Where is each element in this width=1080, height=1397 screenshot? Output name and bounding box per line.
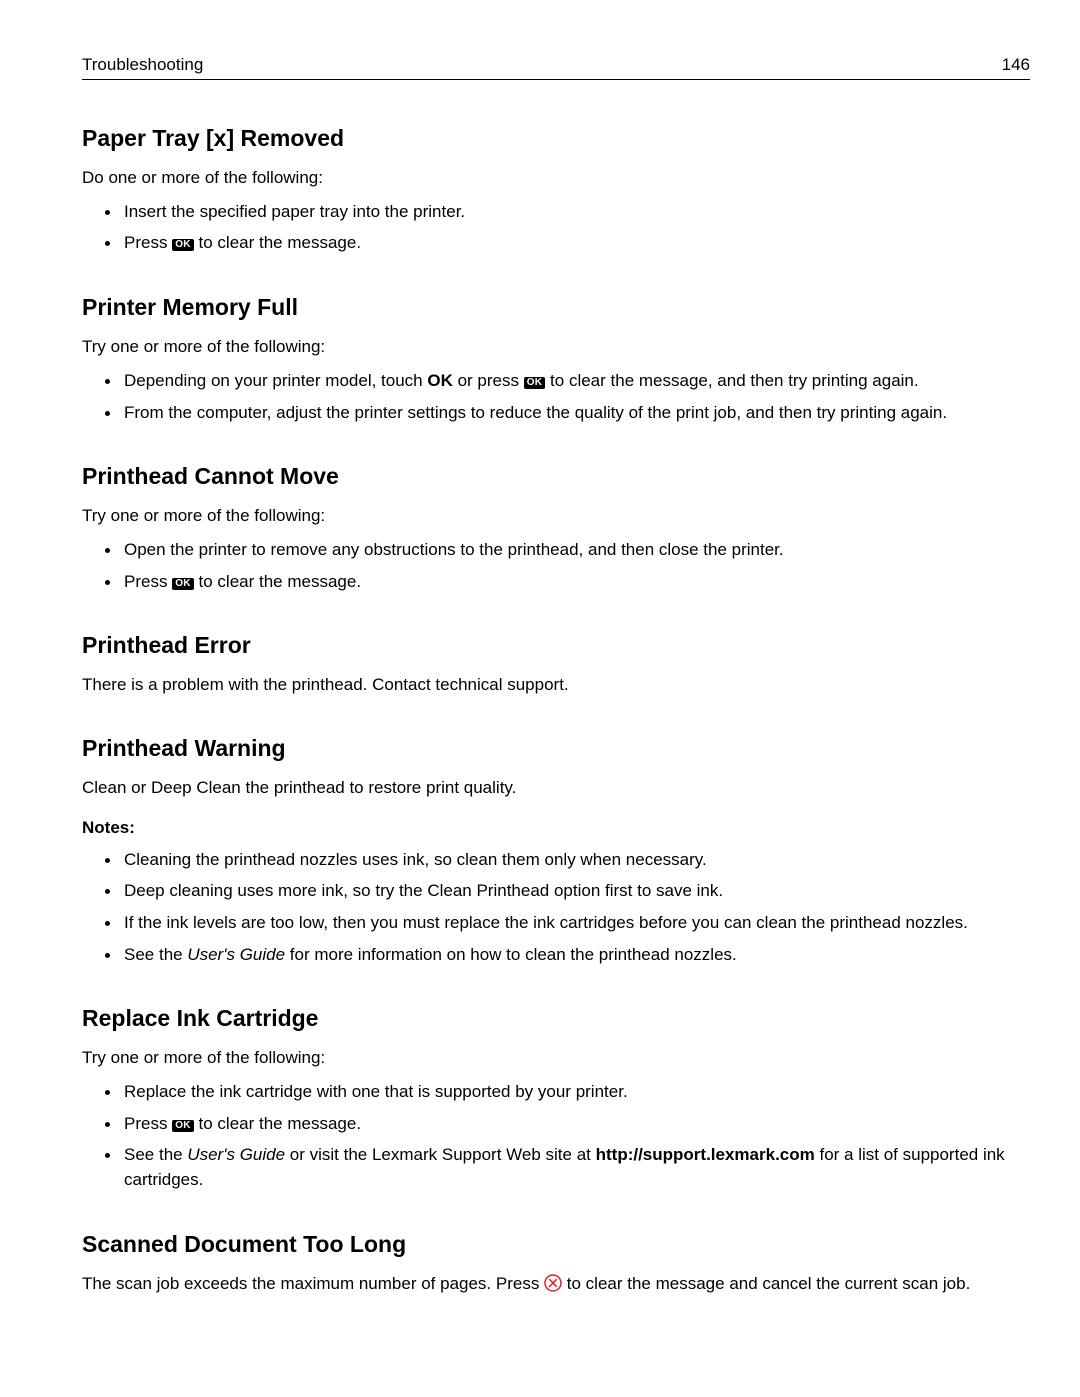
list-item: Open the printer to remove any obstructi…: [122, 536, 1030, 563]
text-fragment: for more information on how to clean the…: [285, 945, 737, 964]
ok-icon: OK: [172, 578, 194, 590]
text-fragment: Press: [124, 572, 172, 591]
text-fragment: to clear the message.: [194, 233, 361, 252]
text-fragment: See the: [124, 1145, 187, 1164]
heading-printhead-error: Printhead Error: [82, 632, 1030, 659]
list-printhead-warning-notes: Cleaning the printhead nozzles uses ink,…: [82, 846, 1030, 968]
heading-cannot-move: Printhead Cannot Move: [82, 463, 1030, 490]
list-item: Cleaning the printhead nozzles uses ink,…: [122, 846, 1030, 873]
list-item: Press OK to clear the message.: [122, 229, 1030, 256]
text-fragment: to clear the message and cancel the curr…: [562, 1274, 970, 1293]
text-fragment: Press: [124, 1114, 172, 1133]
ok-icon: OK: [172, 1120, 194, 1132]
text-fragment: Press: [124, 233, 172, 252]
text-fragment: or visit the Lexmark Support Web site at: [285, 1145, 596, 1164]
text-fragment: or press: [453, 371, 524, 390]
document-page: Troubleshooting 146 Paper Tray [x] Remov…: [0, 0, 1080, 1367]
text-italic: User's Guide: [187, 1145, 285, 1164]
header-section: Troubleshooting: [82, 55, 203, 75]
list-cannot-move: Open the printer to remove any obstructi…: [82, 536, 1030, 594]
text-fragment: to clear the message.: [194, 1114, 361, 1133]
lead-printhead-error: There is a problem with the printhead. C…: [82, 673, 1030, 697]
text-bold-url: http://support.lexmark.com: [596, 1145, 815, 1164]
lead-replace-ink: Try one or more of the following:: [82, 1046, 1030, 1070]
heading-printhead-warning: Printhead Warning: [82, 735, 1030, 762]
text-fragment: Depending on your printer model, touch: [124, 371, 427, 390]
lead-memory-full: Try one or more of the following:: [82, 335, 1030, 359]
text-italic: User's Guide: [187, 945, 285, 964]
lead-paper-tray: Do one or more of the following:: [82, 166, 1030, 190]
cancel-icon: [544, 1274, 562, 1299]
lead-printhead-warning: Clean or Deep Clean the printhead to res…: [82, 776, 1030, 800]
ok-icon: OK: [172, 239, 194, 251]
heading-replace-ink: Replace Ink Cartridge: [82, 1005, 1030, 1032]
text-fragment: See the: [124, 945, 187, 964]
list-item: Replace the ink cartridge with one that …: [122, 1078, 1030, 1105]
list-item: Insert the specified paper tray into the…: [122, 198, 1030, 225]
list-item: Press OK to clear the message.: [122, 568, 1030, 595]
ok-icon: OK: [524, 377, 546, 389]
text-fragment: to clear the message, and then try print…: [545, 371, 918, 390]
lead-cannot-move: Try one or more of the following:: [82, 504, 1030, 528]
list-item: See the User's Guide or visit the Lexmar…: [122, 1141, 1030, 1192]
list-paper-tray: Insert the specified paper tray into the…: [82, 198, 1030, 256]
page-header: Troubleshooting 146: [82, 55, 1030, 80]
text-bold: OK: [427, 371, 453, 390]
text-fragment: to clear the message.: [194, 572, 361, 591]
lead-scanned-too-long: The scan job exceeds the maximum number …: [82, 1272, 1030, 1299]
list-item: Deep cleaning uses more ink, so try the …: [122, 877, 1030, 904]
list-item: Depending on your printer model, touch O…: [122, 367, 1030, 394]
text-fragment: The scan job exceeds the maximum number …: [82, 1274, 544, 1293]
notes-label: Notes:: [82, 818, 1030, 838]
list-item: If the ink levels are too low, then you …: [122, 909, 1030, 936]
list-replace-ink: Replace the ink cartridge with one that …: [82, 1078, 1030, 1193]
heading-scanned-too-long: Scanned Document Too Long: [82, 1231, 1030, 1258]
list-item: From the computer, adjust the printer se…: [122, 399, 1030, 426]
heading-paper-tray: Paper Tray [x] Removed: [82, 125, 1030, 152]
header-page-number: 146: [1002, 55, 1030, 75]
heading-memory-full: Printer Memory Full: [82, 294, 1030, 321]
list-memory-full: Depending on your printer model, touch O…: [82, 367, 1030, 425]
list-item: See the User's Guide for more informatio…: [122, 941, 1030, 968]
list-item: Press OK to clear the message.: [122, 1110, 1030, 1137]
